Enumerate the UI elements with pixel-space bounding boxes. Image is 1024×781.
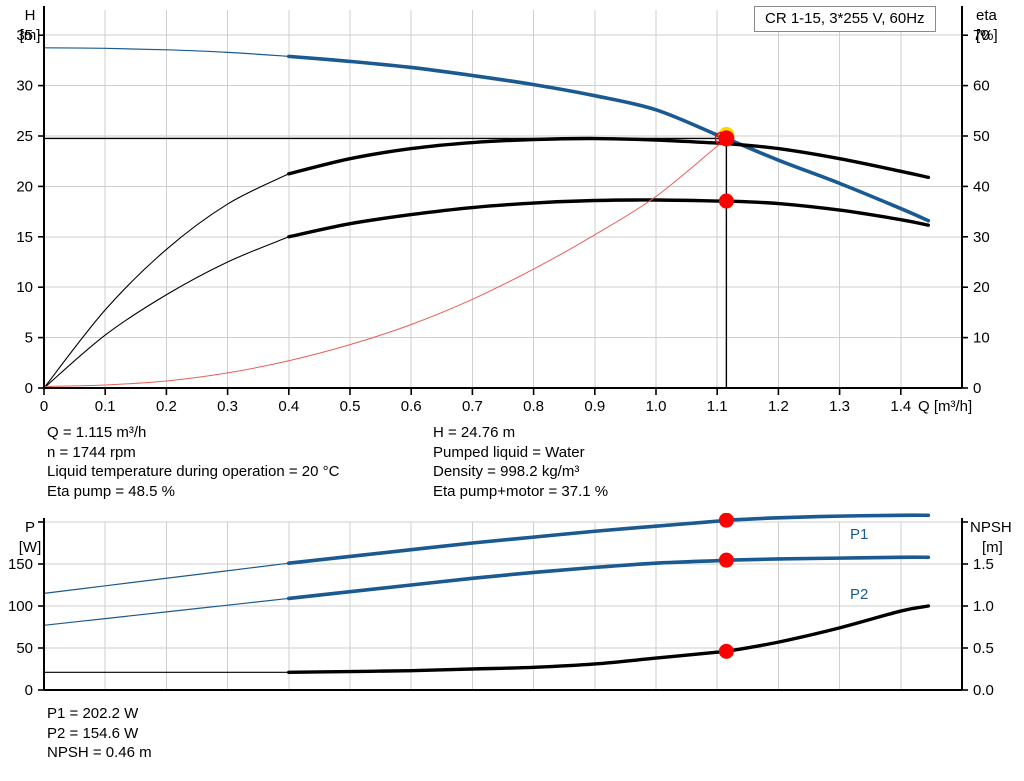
duty-point-eta-pump-motor-marker	[718, 193, 734, 209]
power-info: P1 = 202.2 W P2 = 154.6 W NPSH = 0.46 m	[47, 704, 152, 763]
right-axis-title-line2: [%]	[976, 27, 998, 44]
ytick-label-right-0: 0.0	[973, 682, 994, 699]
power-info-line-0: P1 = 202.2 W	[47, 705, 139, 722]
duty-info-line-1: n = 1744 rpm	[47, 443, 136, 461]
power-info-line-2: NPSH = 0.46 m	[47, 744, 152, 761]
curve-3	[287, 136, 931, 180]
left-axis-title-line1: P	[25, 519, 35, 536]
duty-info-line-1: Pumped liquid = Water	[433, 443, 585, 461]
duty-point-info-right: H = 24.76 m Pumped liquid = Water Density …	[433, 423, 608, 501]
duty-info-line-0: H = 24.76 m	[433, 424, 516, 441]
xtick-label-4: 0.4	[278, 398, 299, 415]
duty-point-head-marker	[718, 130, 735, 147]
curve-2	[43, 173, 290, 389]
ytick-label-left-4: 20	[16, 178, 33, 195]
power-npsh-chart: 0 50 100 150 0.0 0.5 1.0 1.5 P [W] NPSH [m] P1 P2	[8, 513, 1012, 699]
xtick-label-5: 0.5	[340, 398, 361, 415]
ytick-label-left-3: 150	[8, 556, 33, 573]
ytick-label-right-3: 1.5	[973, 556, 994, 573]
ytick-label-right-1: 10	[973, 330, 990, 347]
left-axis-title-line2: [m]	[20, 27, 41, 44]
curve-6	[43, 137, 727, 387]
curve-5	[287, 198, 931, 239]
ytick-label-left-1: 5	[25, 330, 33, 347]
upper-plot-group: 0 5 10 15 20 25 30 35 0 10 20 30 40 50 60 70 0 0.1 0.2 0.3 0…	[16, 6, 998, 415]
curve-4	[43, 236, 290, 389]
ytick-label-left-2: 100	[8, 598, 33, 615]
curve-5	[287, 604, 931, 675]
duty-point-outline-ring	[714, 131, 729, 146]
xtick-label-10: 1.0	[646, 398, 667, 415]
lower-plot-group: 0 50 100 150 0.0 0.5 1.0 1.5 P [W] NPSH [m] P1 P2	[8, 513, 1012, 699]
xtick-label-7: 0.7	[462, 398, 483, 415]
series-label-p1: P1	[850, 526, 868, 543]
right-axis-title-line1: NPSH	[970, 519, 1012, 536]
xtick-label-13: 1.3	[829, 398, 850, 415]
xtick-label-6: 0.6	[401, 398, 422, 415]
duty-info-line-3: Eta pump = 48.5 %	[47, 482, 175, 500]
xtick-label-1: 0.1	[95, 398, 116, 415]
ytick-label-left-0: 0	[25, 682, 33, 699]
left-axis-title-line2: [W]	[19, 539, 42, 556]
head-efficiency-chart: 0 5 10 15 20 25 30 35 0 10 20 30 40 50 60 70 0 0.1 0.2 0.3 0…	[16, 6, 998, 415]
xtick-label-9: 0.9	[584, 398, 605, 415]
xtick-label-8: 0.8	[523, 398, 544, 415]
ytick-label-right-1: 0.5	[973, 640, 994, 657]
ytick-label-right-0: 0	[973, 380, 981, 397]
ytick-label-right-5: 50	[973, 128, 990, 145]
duty-info-line-0: Q = 1.115 m³/h	[47, 424, 147, 441]
ytick-label-right-4: 40	[973, 178, 990, 195]
duty-point-p1-marker	[718, 513, 734, 528]
ytick-label-right-3: 30	[973, 229, 990, 246]
ytick-label-left-2: 10	[16, 279, 33, 296]
pump-model-label: CR 1-15, 3*255 V, 60Hz	[765, 10, 925, 27]
pump-model-legend: CR 1-15, 3*255 V, 60Hz	[754, 6, 936, 33]
duty-point-npsh-marker	[718, 643, 734, 659]
xtick-label-14: 1.4	[890, 398, 911, 415]
duty-point-p2-marker	[718, 552, 734, 568]
duty-info-line-2: Liquid temperature during operation = 20…	[47, 463, 340, 480]
ytick-label-left-6: 30	[16, 78, 33, 95]
ytick-label-left-1: 50	[16, 640, 33, 657]
ytick-label-right-6: 60	[973, 78, 990, 95]
curve-0	[43, 562, 290, 594]
ytick-label-right-2: 1.0	[973, 598, 994, 615]
ytick-label-right-2: 20	[973, 279, 990, 296]
curve-1	[287, 54, 931, 223]
curve-1	[287, 513, 931, 565]
ytick-label-left-7: 35	[16, 27, 33, 44]
duty-point-info-left: Q = 1.115 m³/h n = 1744 rpm Liquid tempera…	[47, 423, 339, 501]
ytick-label-left-3: 15	[16, 229, 33, 246]
x-axis-title: Q [m³/h]	[918, 398, 972, 415]
xtick-label-2: 0.2	[156, 398, 177, 415]
curve-0	[43, 47, 290, 57]
xtick-label-0: 0	[40, 398, 48, 415]
ytick-label-left-5: 25	[16, 128, 33, 145]
right-axis-title-line2: [m]	[982, 539, 1003, 556]
curve-3	[287, 555, 931, 601]
xtick-label-12: 1.2	[768, 398, 789, 415]
left-axis-title-line1: H	[25, 7, 36, 24]
series-label-p2: P2	[850, 586, 868, 603]
ytick-label-right-7: 70	[973, 27, 990, 44]
duty-info-line-2: Density = 998.2 kg/m³	[433, 463, 580, 480]
ytick-label-left-0: 0	[25, 380, 33, 397]
duty-info-line-3: Eta pump+motor = 37.1 %	[433, 482, 609, 500]
right-axis-title-line1: eta	[976, 7, 998, 24]
curve-2	[43, 597, 290, 626]
power-info-line-1: P2 = 154.6 W	[47, 724, 139, 742]
xtick-label-3: 0.3	[217, 398, 238, 415]
xtick-label-11: 1.1	[707, 398, 728, 415]
